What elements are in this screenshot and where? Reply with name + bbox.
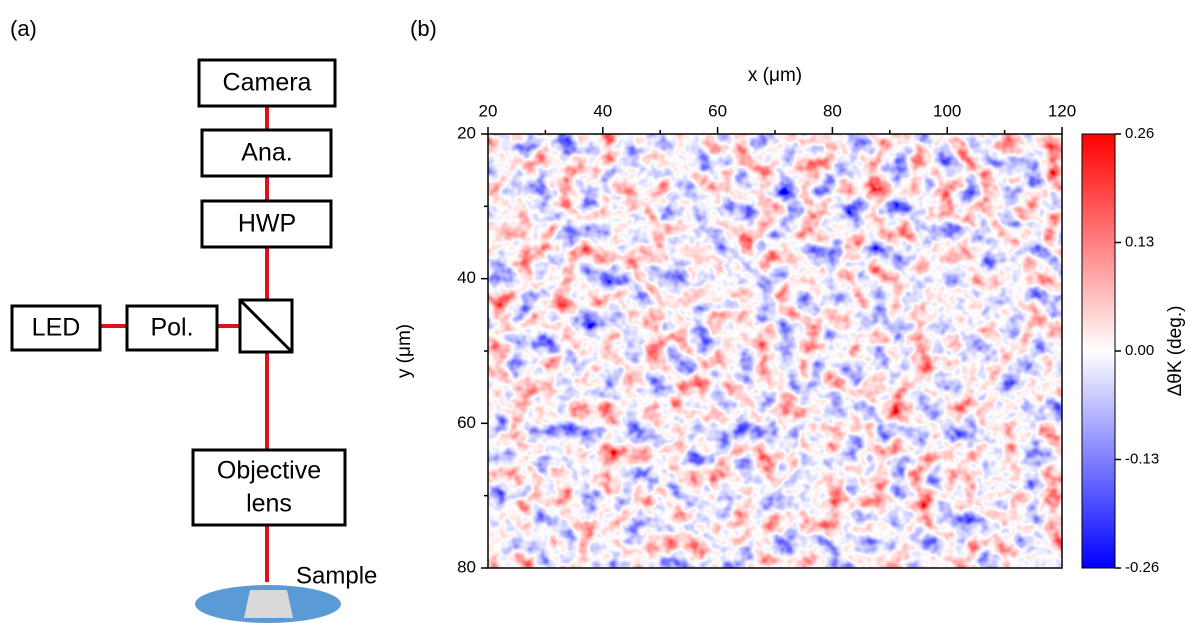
polarizer-label: Pol.	[150, 314, 193, 342]
x-tick-label: 40	[593, 101, 612, 120]
polarizer-box	[125, 304, 219, 352]
objective-box	[191, 448, 347, 527]
analyzer-box	[200, 128, 333, 178]
x-tick-label: 20	[479, 101, 498, 120]
y-tick-label: 20	[457, 123, 476, 142]
y-tick-label: 40	[457, 268, 476, 287]
x-tick-label: 60	[708, 101, 727, 120]
analyzer-label: Ana.	[241, 139, 292, 167]
camera-box	[197, 58, 337, 108]
colorbar-label: ΔθK (deg.)	[1165, 306, 1186, 397]
objective-label: Objective	[217, 457, 321, 485]
x-tick-label: 100	[933, 101, 961, 120]
colorbar	[1081, 133, 1116, 569]
y-tick-label: 80	[457, 557, 476, 576]
panel-label: (a)	[10, 16, 37, 41]
kerr-map	[488, 134, 1062, 568]
colorbar-tick-label: -0.26	[1125, 559, 1159, 576]
x-tick-label: 80	[823, 101, 842, 120]
colorbar-tick-label: 0.13	[1125, 233, 1154, 250]
camera-label: Camera	[223, 69, 312, 97]
led-box	[10, 304, 102, 352]
y-axis-label: y (μm)	[394, 324, 415, 378]
x-tick-label: 120	[1048, 101, 1076, 120]
panel-label: (b)	[410, 16, 437, 41]
x-axis-label: x (μm)	[748, 65, 802, 86]
hwp-label: HWP	[238, 210, 296, 238]
y-tick-label: 60	[457, 413, 476, 432]
beam-splitter-diagonal	[238, 298, 294, 354]
objective-label: lens	[246, 490, 292, 518]
sample	[244, 590, 293, 618]
colorbar-tick-label: 0.00	[1125, 342, 1154, 359]
colorbar-tick-label: -0.13	[1125, 450, 1159, 467]
sample-label: Sample	[296, 562, 377, 589]
setup-diagram: Camera Ana. HWP Pol. LED Objective lens …	[10, 58, 377, 623]
led-label: LED	[32, 314, 81, 342]
colorbar-tick-label: 0.26	[1125, 125, 1154, 142]
hwp-box	[200, 199, 333, 249]
